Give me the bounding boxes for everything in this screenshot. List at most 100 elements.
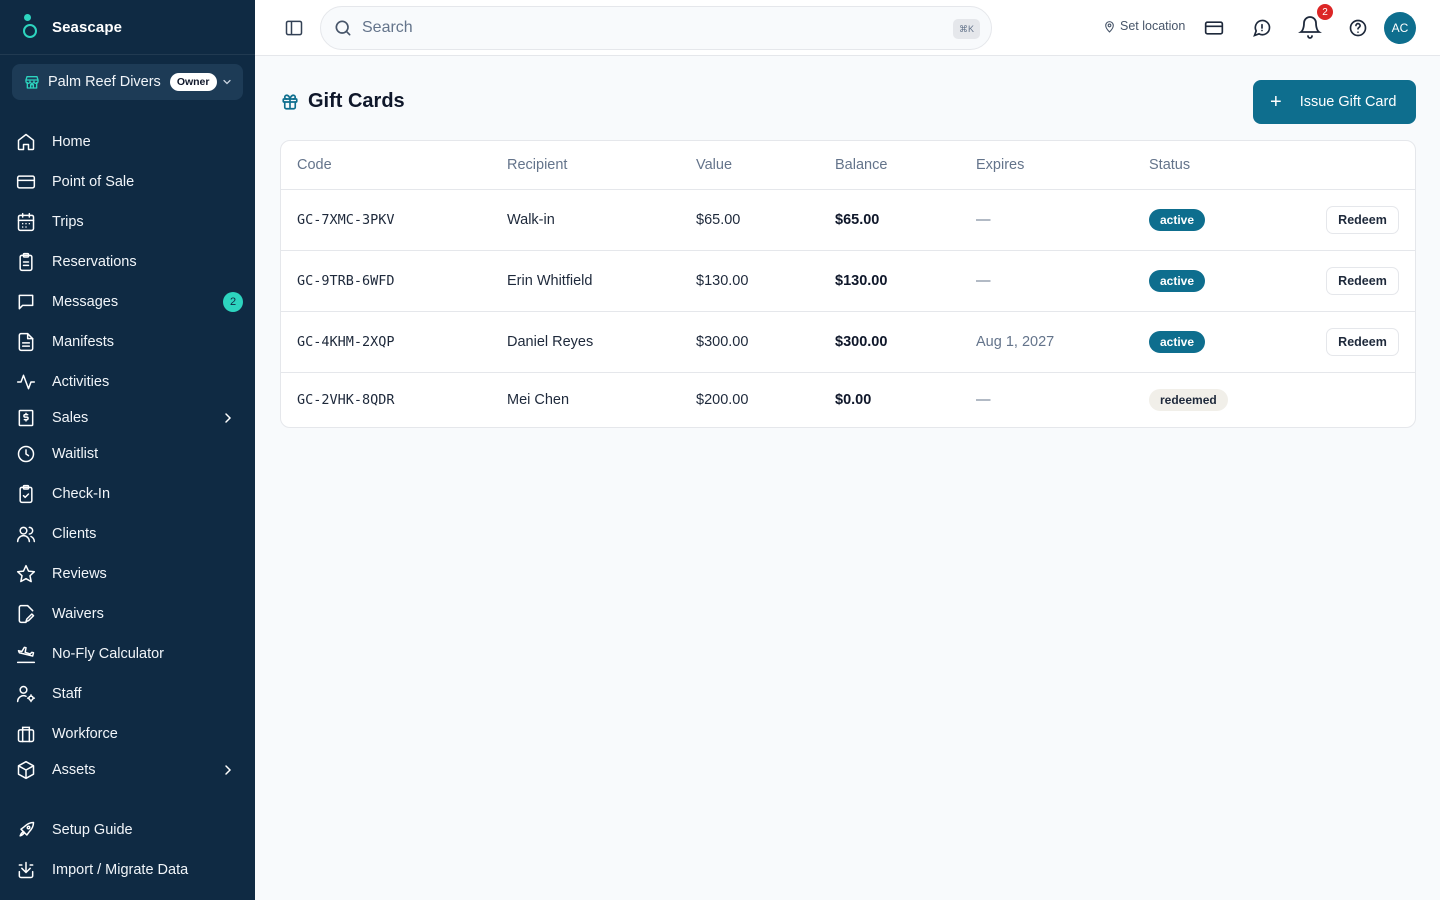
gift-icon (282, 93, 298, 110)
sidebar-item-label: Trips (52, 214, 84, 230)
activity-icon (16, 372, 36, 392)
sidebar-item-activities[interactable]: Activities (0, 364, 255, 400)
chevron-down-icon (222, 79, 231, 85)
redeem-button[interactable]: Redeem (1326, 328, 1399, 356)
recipient: Erin Whitfield (507, 273, 593, 289)
redeem-button[interactable]: Redeem (1326, 206, 1399, 234)
sidebar-item-setup-guide[interactable]: Setup Guide (0, 812, 255, 848)
receipt-icon (16, 408, 36, 428)
status-badge: active (1149, 209, 1206, 231)
sidebar-item-label: Import / Migrate Data (52, 862, 189, 878)
sidebar-item-workforce[interactable]: Workforce (0, 716, 255, 752)
clock-icon (16, 444, 36, 464)
table-row: GC-2VHK-8QDR Mei Chen $200.00 $0.00 — re… (281, 373, 1415, 427)
column-header-status: Status (1149, 157, 1191, 173)
balance: $0.00 (835, 392, 872, 408)
chevron-right-icon (225, 765, 232, 775)
sidebar-item-import-migrate-data[interactable]: Import / Migrate Data (0, 852, 255, 888)
balance: $65.00 (835, 212, 880, 228)
sidebar: Seascape Palm Reef Divers Owner Home Poi… (0, 0, 255, 900)
issue-gift-card-label: Issue Gift Card (1299, 94, 1397, 110)
sidebar-item-home[interactable]: Home (0, 124, 255, 160)
avatar[interactable]: AC (1384, 12, 1416, 44)
box-icon (16, 760, 36, 780)
credit-card-icon[interactable] (1204, 18, 1224, 38)
expires: — (976, 212, 991, 228)
chevron-right-icon (225, 413, 232, 423)
gift-card-code: GC-2VHK-8QDR (297, 392, 395, 408)
redeem-button[interactable]: Redeem (1326, 267, 1399, 295)
sidebar-item-sales[interactable]: Sales (0, 400, 255, 436)
column-header-balance: Balance (835, 157, 888, 173)
sidebar-item-assets[interactable]: Assets (0, 752, 255, 788)
search-bar[interactable]: ⌘K (320, 6, 992, 50)
sidebar-item-label: Setup Guide (52, 822, 133, 838)
set-location-button[interactable]: Set location (1103, 19, 1185, 33)
message-alert-icon[interactable] (1252, 18, 1272, 38)
page-header: Gift Cards (281, 90, 405, 113)
sidebar-item-label: Sales (52, 410, 89, 426)
seascape-logo-icon (20, 14, 40, 40)
value: $300.00 (696, 334, 749, 350)
value: $200.00 (696, 392, 749, 408)
sidebar-item-reservations[interactable]: Reservations (0, 244, 255, 280)
sidebar-item-clients[interactable]: Clients (0, 516, 255, 552)
value: $130.00 (696, 273, 749, 289)
file-signature-icon (16, 604, 36, 624)
help-icon[interactable] (1348, 18, 1368, 38)
page-title: Gift Cards (308, 90, 405, 112)
sidebar-item-point-of-sale[interactable]: Point of Sale (0, 164, 255, 200)
column-header-recipient: Recipient (507, 157, 568, 173)
bell-icon[interactable] (1298, 15, 1322, 39)
sidebar-item-label: Workforce (52, 726, 118, 742)
expires: — (976, 273, 991, 289)
sidebar-toggle-icon[interactable] (284, 18, 304, 38)
sidebar-item-messages[interactable]: Messages 2 (0, 284, 255, 320)
gift-cards-table: Code Recipient Value Balance Expires Sta… (280, 140, 1416, 428)
sidebar-item-label: Activities (52, 374, 110, 390)
org-switcher[interactable]: Palm Reef Divers Owner (12, 64, 243, 100)
sidebar-item-label: Check-In (52, 486, 111, 502)
import-icon (16, 860, 36, 880)
topbar: ⌘K Set location 2 AC (255, 0, 1440, 56)
sidebar-item-manifests[interactable]: Manifests (0, 324, 255, 360)
sidebar-item-label: Home (52, 134, 91, 150)
column-header-value: Value (696, 157, 733, 173)
sidebar-item-check-in[interactable]: Check-In (0, 476, 255, 512)
sidebar-item-no-fly-calculator[interactable]: No-Fly Calculator (0, 636, 255, 672)
rocket-icon (16, 820, 36, 840)
recipient: Walk-in (507, 212, 555, 228)
status-badge: redeemed (1149, 389, 1228, 411)
gift-card-code: GC-9TRB-6WFD (297, 273, 395, 289)
recipient: Mei Chen (507, 392, 570, 408)
sidebar-item-label: Waitlist (52, 446, 99, 462)
sidebar-item-label: No-Fly Calculator (52, 646, 164, 662)
user-cog-icon (16, 684, 36, 704)
search-icon (335, 20, 351, 36)
credit-card-icon (16, 172, 36, 192)
brand[interactable]: Seascape (0, 0, 255, 55)
role-badge: Owner (169, 73, 217, 91)
calendar-icon (16, 212, 36, 232)
sidebar-item-staff[interactable]: Staff (0, 676, 255, 712)
table-row: GC-7XMC-3PKV Walk-in $65.00 $65.00 — act… (281, 190, 1415, 251)
issue-gift-card-button[interactable]: + Issue Gift Card (1253, 80, 1416, 124)
clipboard-icon (16, 252, 36, 272)
sidebar-item-waitlist[interactable]: Waitlist (0, 436, 255, 472)
gift-card-code: GC-4KHM-2XQP (297, 334, 395, 350)
balance: $130.00 (835, 273, 888, 289)
search-input[interactable] (362, 19, 922, 37)
brand-name: Seascape (52, 18, 123, 36)
sidebar-item-label: Assets (52, 762, 96, 778)
table-row: GC-4KHM-2XQP Daniel Reyes $300.00 $300.0… (281, 312, 1415, 373)
sidebar-item-label: Reservations (52, 254, 137, 270)
sidebar-item-waivers[interactable]: Waivers (0, 596, 255, 632)
sidebar-item-label: Messages (52, 294, 119, 310)
status-badge: active (1149, 331, 1206, 353)
sidebar-item-trips[interactable]: Trips (0, 204, 255, 240)
map-pin-icon (1105, 20, 1114, 33)
plane-landing-icon (16, 644, 36, 664)
home-icon (16, 132, 36, 152)
sidebar-item-reviews[interactable]: Reviews (0, 556, 255, 592)
store-icon (25, 76, 39, 89)
